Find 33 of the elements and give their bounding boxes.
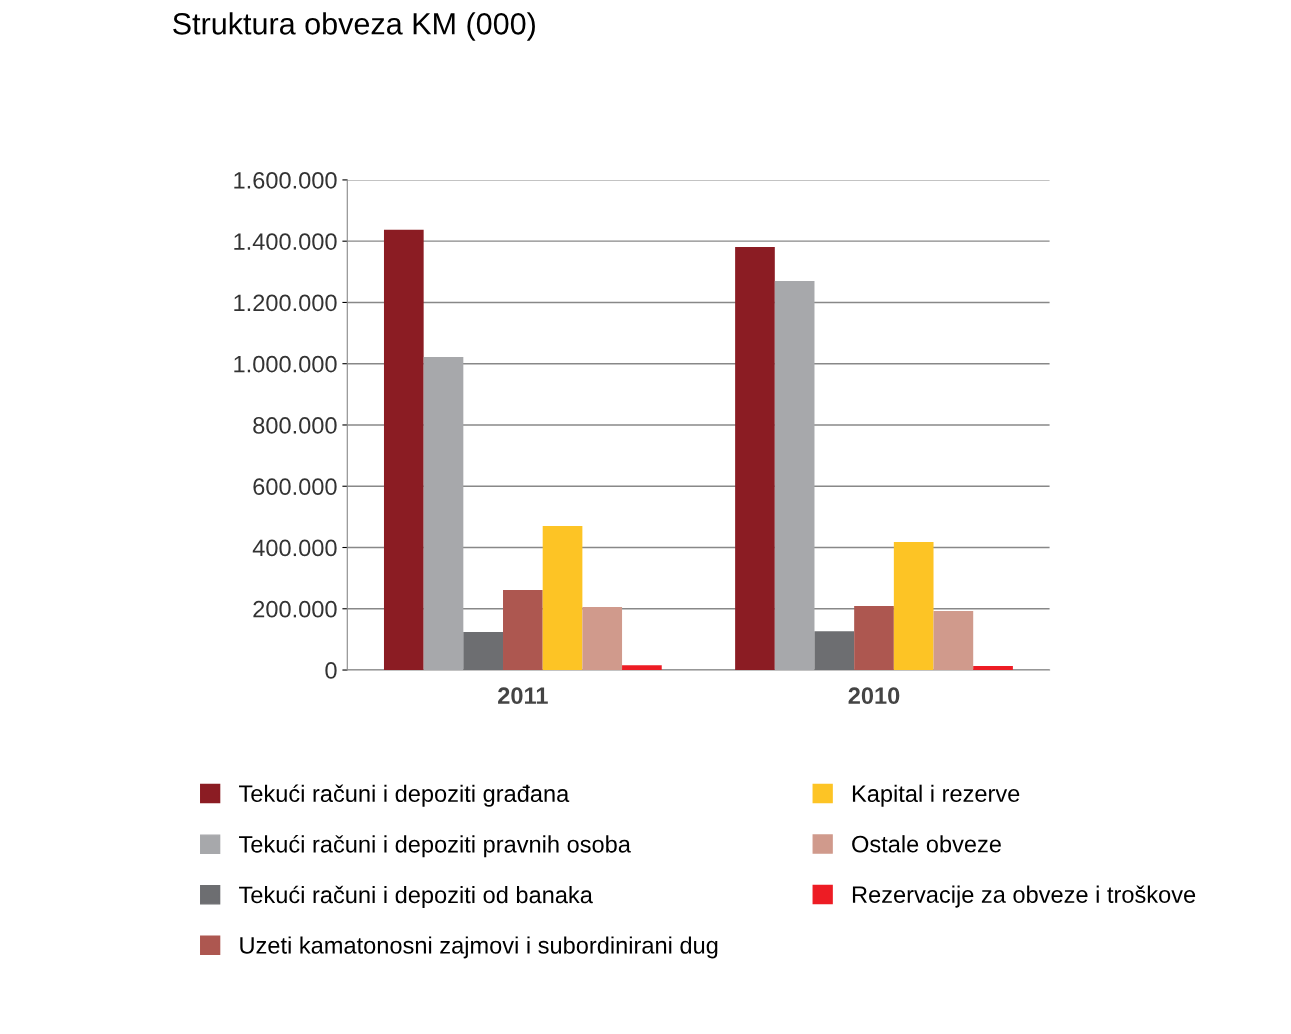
y-tick-label: 1.400.000 [234,233,337,250]
legend-label: Kapital i rezerve [852,784,1020,807]
y-tick-label: 1.000.000 [234,355,337,373]
bar [383,229,424,671]
x-tick-label: 2011 [498,687,548,705]
bar [814,631,855,671]
bar [933,610,974,671]
y-tick-label: 600.000 [253,478,337,496]
y-tick-label: 1.200.000 [234,294,337,312]
y-tick-label: 800.000 [253,417,337,434]
legend-label: Uzeti kamatonosni zajmovi i subordinirani dug [240,936,718,959]
bar [973,666,1013,671]
bar [622,665,662,671]
legend-label: Tekući računi i depoziti pravnih osoba [239,835,631,858]
bar [542,526,583,671]
x-tick-label: 2010 [848,687,900,705]
bar [735,247,775,671]
chart-title: Struktura obveza KM (000) [173,12,535,41]
bar [503,590,543,671]
bar [423,356,464,671]
bar [774,281,815,671]
y-tick-label: 1.600.000 [234,171,337,189]
y-tick-label: 200.000 [253,600,337,618]
bar [582,606,623,671]
legend-label: Tekući računi i depoziti građana [239,784,570,807]
y-tick-label: 400.000 [252,539,337,557]
bar [854,606,894,671]
y-tick-label: 0 [325,662,337,679]
legend-label: Tekući računi i depoziti od banaka [239,885,593,908]
bar [893,541,934,671]
legend-label: Ostale obveze [852,835,1001,853]
legend-label: Rezervacije za obveze i troškove [852,885,1196,908]
bar [463,632,504,671]
